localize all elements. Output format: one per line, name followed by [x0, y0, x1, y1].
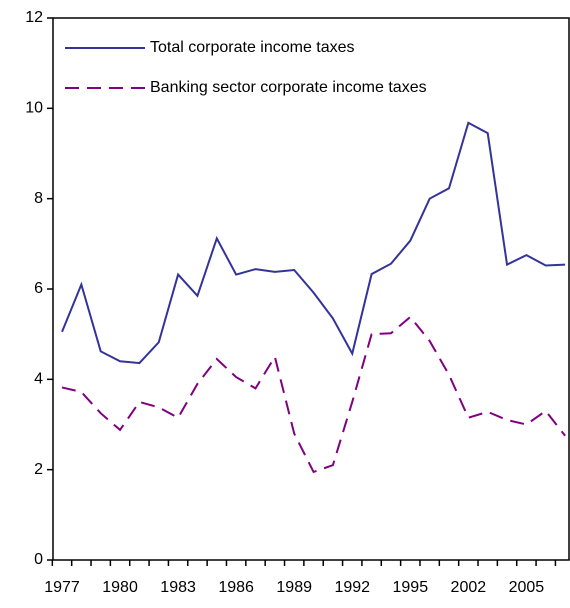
- x-tick-label: 1995: [393, 579, 429, 596]
- legend-label: Banking sector corporate income taxes: [150, 79, 427, 96]
- x-tick-label: 1989: [276, 579, 312, 596]
- x-tick-label: 2002: [451, 579, 487, 596]
- y-tick-label: 0: [34, 551, 43, 568]
- legend-label: Total corporate income taxes: [150, 39, 355, 56]
- y-tick-label: 8: [34, 190, 43, 207]
- x-tick-label: 1980: [102, 579, 138, 596]
- y-tick-label: 12: [25, 9, 43, 26]
- y-tick-label: 6: [34, 280, 43, 297]
- y-tick-label: 4: [34, 371, 43, 388]
- x-tick-label: 1992: [334, 579, 370, 596]
- y-tick-label: 10: [25, 100, 43, 117]
- x-tick-label: 1986: [218, 579, 254, 596]
- series-line: [61, 121, 566, 365]
- x-tick-label: 1977: [44, 579, 80, 596]
- y-tick-label: 2: [34, 461, 43, 478]
- series-line: [61, 315, 566, 474]
- x-tick-label: 1983: [160, 579, 196, 596]
- x-tick-label: 2005: [509, 579, 545, 596]
